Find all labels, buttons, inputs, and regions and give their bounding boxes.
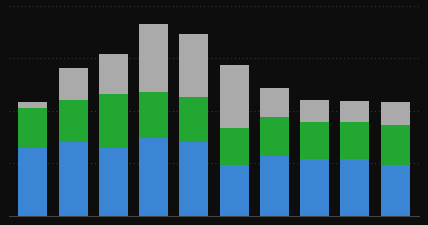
Bar [179,35,208,97]
Bar [300,123,329,160]
Bar [99,148,128,216]
Bar [220,66,249,128]
Bar [99,55,128,94]
Bar [300,160,329,216]
Bar [18,148,47,216]
Bar [381,103,410,126]
Bar [59,69,87,100]
Bar [139,138,168,216]
Bar [260,89,289,117]
Bar [139,25,168,93]
Bar [341,101,369,123]
Bar [381,126,410,165]
Bar [381,165,410,216]
Bar [179,142,208,216]
Bar [260,157,289,216]
Bar [179,97,208,142]
Bar [59,100,87,142]
Bar [99,94,128,148]
Bar [220,165,249,216]
Bar [341,160,369,216]
Bar [59,142,87,216]
Bar [341,123,369,160]
Bar [260,117,289,157]
Bar [220,128,249,165]
Bar [300,100,329,123]
Bar [18,103,47,108]
Bar [18,108,47,148]
Bar [139,93,168,138]
